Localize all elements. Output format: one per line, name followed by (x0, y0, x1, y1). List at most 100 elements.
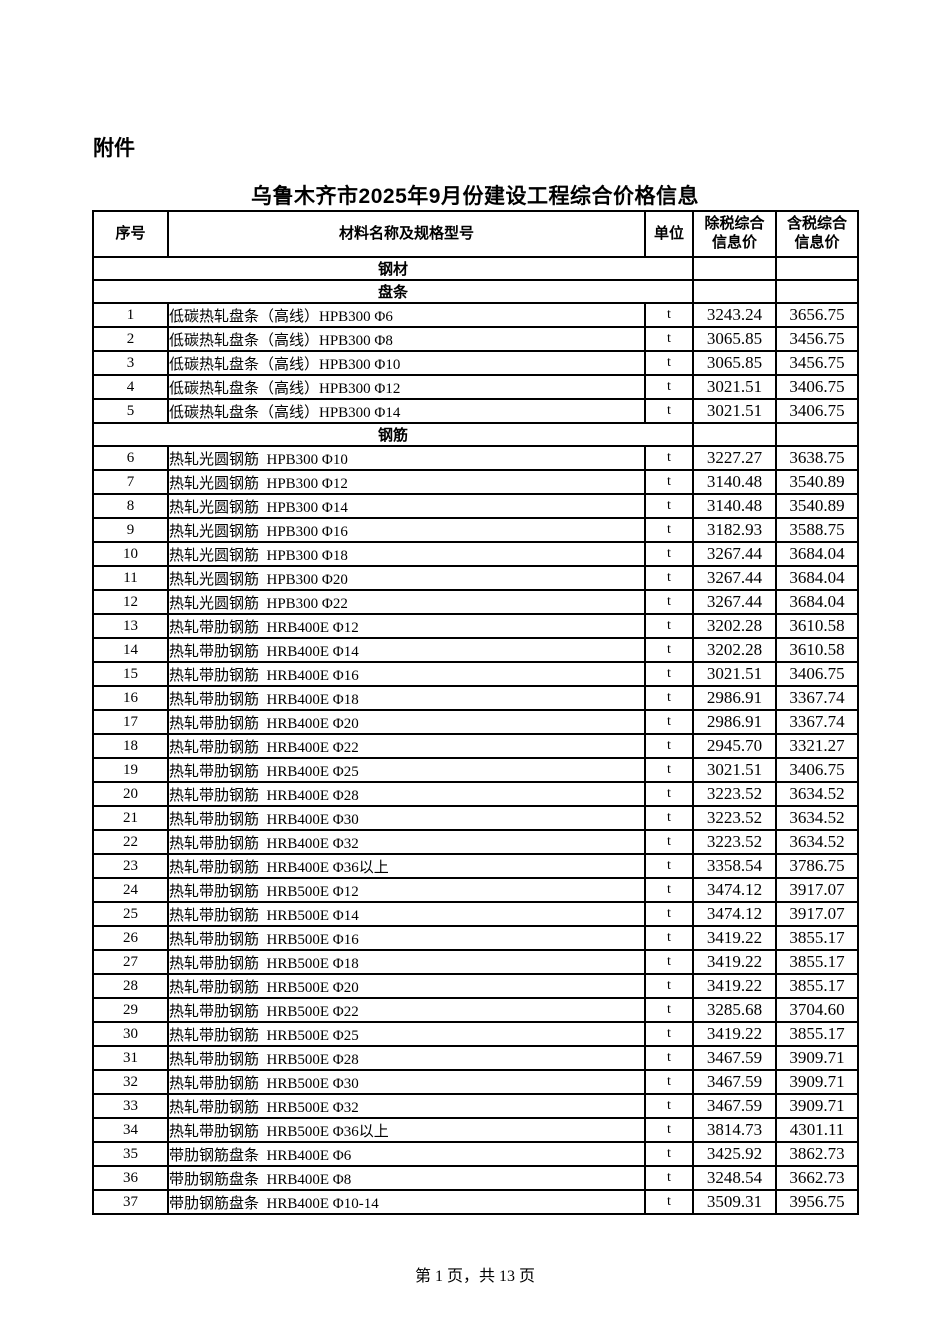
unit-cell: t (644, 326, 694, 352)
material-name-cell: 热轧带肋钢筋 HRB500E Φ30 (167, 1069, 646, 1095)
row-serial-number: 15 (92, 661, 169, 687)
price-inc-tax-cell: 3638.75 (775, 445, 859, 471)
unit-cell: t (644, 853, 694, 879)
price-ex-tax-cell: 2945.70 (692, 733, 777, 759)
table-row: 20 热轧带肋钢筋 HRB400E Φ28 t 3223.52 3634.52 (92, 781, 859, 807)
price-ex-tax-cell: 3021.51 (692, 757, 777, 783)
row-serial-number: 14 (92, 637, 169, 663)
material-name-cell: 热轧带肋钢筋 HRB500E Φ32 (167, 1093, 646, 1119)
material-name-cell: 热轧带肋钢筋 HRB400E Φ18 (167, 685, 646, 711)
price-ex-tax-cell: 3223.52 (692, 829, 777, 855)
table-row: 27 热轧带肋钢筋 HRB500E Φ18 t 3419.22 3855.17 (92, 949, 859, 975)
price-inc-tax-cell: 3909.71 (775, 1069, 859, 1095)
price-ex-tax-cell: 3202.28 (692, 637, 777, 663)
unit-cell: t (644, 613, 694, 639)
price-ex-tax-cell: 3021.51 (692, 661, 777, 687)
price-ex-tax-cell: 3248.54 (692, 1165, 777, 1191)
unit-cell: t (644, 445, 694, 471)
table-row: 36 带肋钢筋盘条 HRB400E Φ8 t 3248.54 3662.73 (92, 1165, 859, 1191)
material-name-cell: 热轧光圆钢筋 HPB300 Φ16 (167, 517, 646, 543)
row-serial-number: 24 (92, 877, 169, 903)
table-row: 4 低碳热轧盘条（高线）HPB300 Φ12 t 3021.51 3406.75 (92, 374, 859, 400)
unit-cell: t (644, 1093, 694, 1119)
section-row: 盘条 (92, 279, 859, 304)
price-ex-tax-cell: 3021.51 (692, 398, 777, 424)
unit-cell: t (644, 1117, 694, 1143)
unit-cell: t (644, 1021, 694, 1047)
unit-cell: t (644, 493, 694, 519)
material-name-cell: 低碳热轧盘条（高线）HPB300 Φ12 (167, 374, 646, 400)
table-row: 35 带肋钢筋盘条 HRB400E Φ6 t 3425.92 3862.73 (92, 1141, 859, 1167)
unit-cell: t (644, 589, 694, 615)
price-inc-tax-cell: 3855.17 (775, 925, 859, 951)
material-name-cell: 热轧光圆钢筋 HPB300 Φ18 (167, 541, 646, 567)
row-serial-number: 8 (92, 493, 169, 519)
unit-cell: t (644, 877, 694, 903)
header-row: 序号 材料名称及规格型号 单位 除税综合 信息价 含税综合 信息价 (92, 210, 859, 258)
price-inc-tax-cell: 3684.04 (775, 589, 859, 615)
material-name-cell: 热轧带肋钢筋 HRB500E Φ12 (167, 877, 646, 903)
row-serial-number: 36 (92, 1165, 169, 1191)
price-ex-tax-cell: 3419.22 (692, 973, 777, 999)
table-row: 34 热轧带肋钢筋 HRB500E Φ36以上 t 3814.73 4301.11 (92, 1117, 859, 1143)
row-serial-number: 5 (92, 398, 169, 424)
price-ex-tax-cell: 3223.52 (692, 781, 777, 807)
material-name-cell: 热轧带肋钢筋 HRB400E Φ22 (167, 733, 646, 759)
unit-cell: t (644, 565, 694, 591)
price-ex-tax-cell: 3467.59 (692, 1045, 777, 1071)
price-ex-tax-cell: 3065.85 (692, 326, 777, 352)
row-serial-number: 23 (92, 853, 169, 879)
price-ex-tax-cell: 3267.44 (692, 589, 777, 615)
section-empty-price-inc-cell (775, 256, 859, 281)
row-serial-number: 2 (92, 326, 169, 352)
table-row: 14 热轧带肋钢筋 HRB400E Φ14 t 3202.28 3610.58 (92, 637, 859, 663)
price-inc-tax-cell: 3456.75 (775, 326, 859, 352)
price-ex-tax-cell: 3419.22 (692, 1021, 777, 1047)
unit-cell: t (644, 709, 694, 735)
table-row: 11 热轧光圆钢筋 HPB300 Φ20 t 3267.44 3684.04 (92, 565, 859, 591)
material-name-cell: 热轧光圆钢筋 HPB300 Φ22 (167, 589, 646, 615)
row-serial-number: 31 (92, 1045, 169, 1071)
unit-cell: t (644, 901, 694, 927)
price-ex-tax-cell: 3419.22 (692, 949, 777, 975)
section-empty-price-ex-cell (692, 256, 777, 281)
price-inc-tax-cell: 3662.73 (775, 1165, 859, 1191)
price-inc-tax-cell: 3456.75 (775, 350, 859, 376)
section-label: 钢筋 (92, 422, 694, 447)
price-ex-tax-cell: 3267.44 (692, 541, 777, 567)
row-serial-number: 37 (92, 1189, 169, 1215)
price-inc-tax-cell: 3956.75 (775, 1189, 859, 1215)
material-name-cell: 带肋钢筋盘条 HRB400E Φ8 (167, 1165, 646, 1191)
material-name-cell: 带肋钢筋盘条 HRB400E Φ10-14 (167, 1189, 646, 1215)
material-name-cell: 热轧带肋钢筋 HRB500E Φ22 (167, 997, 646, 1023)
price-ex-tax-cell: 3065.85 (692, 350, 777, 376)
unit-cell: t (644, 757, 694, 783)
material-name-cell: 热轧带肋钢筋 HRB500E Φ36以上 (167, 1117, 646, 1143)
material-name-cell: 热轧带肋钢筋 HRB400E Φ36以上 (167, 853, 646, 879)
table-row: 32 热轧带肋钢筋 HRB500E Φ30 t 3467.59 3909.71 (92, 1069, 859, 1095)
material-name-cell: 热轧带肋钢筋 HRB500E Φ25 (167, 1021, 646, 1047)
section-empty-price-ex-cell (692, 422, 777, 447)
price-ex-tax-cell: 3285.68 (692, 997, 777, 1023)
price-ex-tax-cell: 3140.48 (692, 493, 777, 519)
price-ex-tax-cell: 3509.31 (692, 1189, 777, 1215)
unit-cell: t (644, 1069, 694, 1095)
unit-cell: t (644, 302, 694, 328)
section-row: 钢材 (92, 256, 859, 281)
price-inc-tax-cell: 3406.75 (775, 398, 859, 424)
material-name-cell: 热轧光圆钢筋 HPB300 Φ10 (167, 445, 646, 471)
price-ex-tax-cell: 3227.27 (692, 445, 777, 471)
price-ex-tax-cell: 3474.12 (692, 901, 777, 927)
price-ex-tax-cell: 3467.59 (692, 1069, 777, 1095)
row-serial-number: 21 (92, 805, 169, 831)
row-serial-number: 30 (92, 1021, 169, 1047)
material-name-cell: 热轧光圆钢筋 HPB300 Φ12 (167, 469, 646, 495)
price-ex-tax-cell: 2986.91 (692, 709, 777, 735)
material-name-cell: 带肋钢筋盘条 HRB400E Φ6 (167, 1141, 646, 1167)
material-name-cell: 热轧光圆钢筋 HPB300 Φ20 (167, 565, 646, 591)
material-name-cell: 热轧带肋钢筋 HRB500E Φ16 (167, 925, 646, 951)
unit-cell: t (644, 374, 694, 400)
row-serial-number: 9 (92, 517, 169, 543)
table-row: 15 热轧带肋钢筋 HRB400E Φ16 t 3021.51 3406.75 (92, 661, 859, 687)
table-row: 10 热轧光圆钢筋 HPB300 Φ18 t 3267.44 3684.04 (92, 541, 859, 567)
